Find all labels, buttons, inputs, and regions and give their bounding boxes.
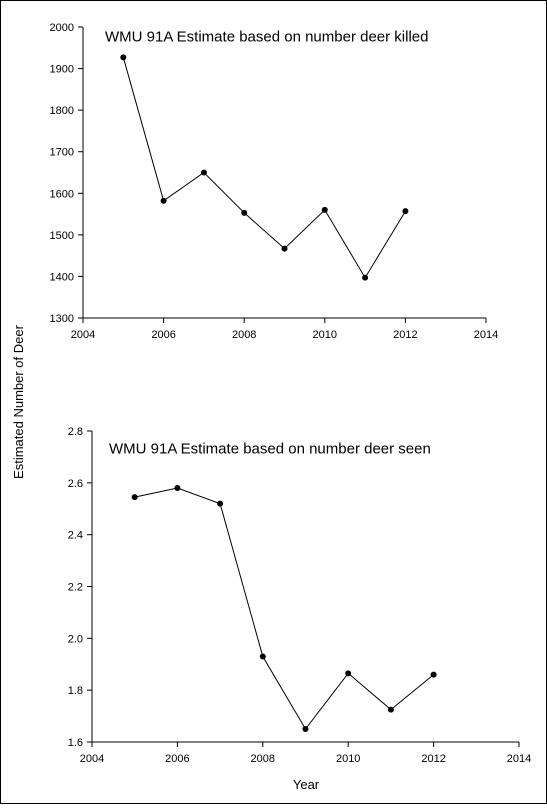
x-tick-label: 2014 xyxy=(507,753,531,765)
y-tick-label: 2.0 xyxy=(68,633,83,645)
chart-title: WMU 91A Estimate based on number deer se… xyxy=(109,440,431,457)
series-line xyxy=(134,487,434,730)
y-tick-label: 1.6 xyxy=(68,737,83,749)
x-tick-label: 2006 xyxy=(151,329,175,341)
data-point xyxy=(217,500,224,507)
data-point xyxy=(345,670,352,677)
y-tick-label: 1800 xyxy=(50,105,74,117)
data-point xyxy=(387,706,394,713)
x-tick-label: 2010 xyxy=(313,329,337,341)
y-tick-label: 2.4 xyxy=(68,530,83,542)
chart-title: WMU 91A Estimate based on number deer ki… xyxy=(105,28,429,45)
data-point xyxy=(321,206,328,213)
data-point xyxy=(402,208,409,215)
data-point xyxy=(160,197,167,204)
x-tick-label: 2008 xyxy=(232,329,256,341)
shared-x-axis-title: Year xyxy=(293,777,320,792)
data-point xyxy=(302,726,309,733)
y-tick-label: 1600 xyxy=(50,188,74,200)
x-tick-label: 2004 xyxy=(80,753,104,765)
x-tick-label: 2006 xyxy=(165,753,189,765)
y-tick-label: 1500 xyxy=(50,230,74,242)
y-tick-label: 2.8 xyxy=(68,426,83,438)
x-tick-label: 2010 xyxy=(336,753,360,765)
y-tick-label: 1.8 xyxy=(68,685,83,697)
y-tick-label: 1900 xyxy=(50,64,74,76)
y-tick-label: 2.2 xyxy=(68,582,83,594)
shared-y-axis-title: Estimated Number of Deer xyxy=(11,324,26,479)
y-tick-label: 2.6 xyxy=(68,478,83,490)
x-tick-label: 2004 xyxy=(71,329,95,341)
chart-deer-seen: 1.6 1.8 2.0 2.2 2.4 2.6 2.8 2004 2006 2008 2010 201… xyxy=(68,426,532,765)
data-point xyxy=(430,671,437,678)
x-tick-label: 2008 xyxy=(251,753,275,765)
data-point xyxy=(120,54,127,61)
x-tick-label: 2012 xyxy=(393,329,417,341)
x-tick-label: 2012 xyxy=(421,753,445,765)
y-tick-label: 1400 xyxy=(50,271,74,283)
y-tick-label: 2000 xyxy=(50,22,74,34)
data-point xyxy=(281,245,288,252)
x-tick-label: 2014 xyxy=(474,329,498,341)
data-point xyxy=(241,209,248,216)
series-line xyxy=(122,57,406,279)
y-tick-label: 1700 xyxy=(50,147,74,159)
data-point xyxy=(259,653,266,660)
y-tick-label: 1300 xyxy=(50,313,74,325)
data-point xyxy=(174,485,181,492)
data-point xyxy=(131,494,138,501)
data-point xyxy=(200,169,207,176)
data-point xyxy=(362,274,369,281)
chart-deer-killed: 1300 1400 1500 1600 1700 1800 1900 2000 2004 2006… xyxy=(50,22,499,341)
